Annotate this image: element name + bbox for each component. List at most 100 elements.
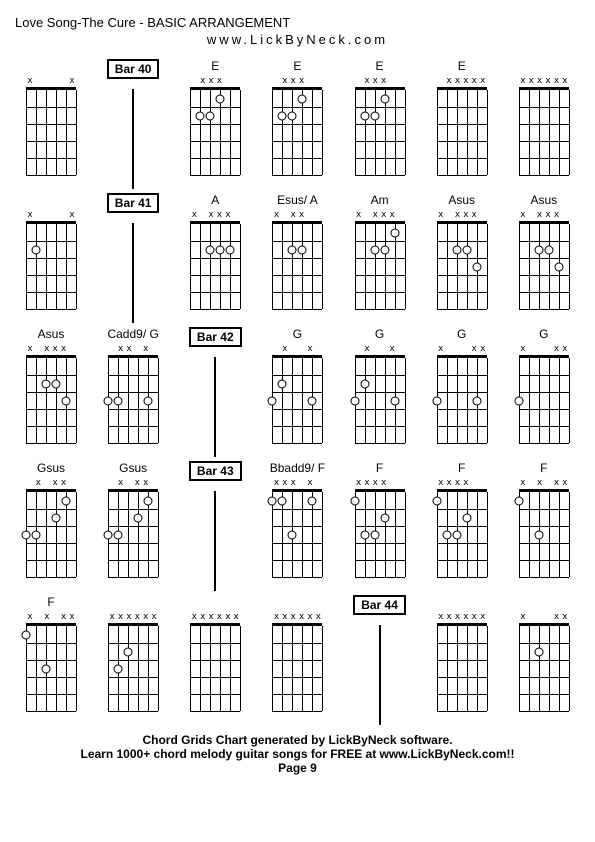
chord-diagram: xxxx [270,479,325,579]
string-annotations: xxx [108,479,158,488]
string-annotations: xx [355,345,405,354]
finger-dot [390,228,399,237]
chord-cell: xxxxxx [179,595,251,725]
finger-dot [452,530,461,539]
string-annotations: xxx [272,77,322,86]
chord-diagram: xxx [24,479,79,579]
fretboard [108,626,158,711]
finger-dot [206,245,215,254]
finger-dot [308,396,317,405]
chord-cell: xxxxxx [97,595,169,725]
chord-cell: Fxxxx [426,461,498,591]
chord-diagram: xxxx [516,211,571,311]
fretboard [355,90,405,175]
chord-diagram: xxxxx [434,77,489,177]
chord-cell: xx [15,59,87,189]
finger-dot [360,379,369,388]
chord-name: G [375,327,384,343]
finger-dot [544,245,553,254]
fretboard [272,626,322,711]
finger-dot [370,530,379,539]
finger-dot [432,396,441,405]
bar-divider [379,625,381,725]
chord-diagram: xxxx [188,211,243,311]
chord-cell: Gsusxxx [97,461,169,591]
bar-marker-cell: Bar 44 [344,595,416,725]
string-annotations: xxx [519,345,569,354]
fretboard [108,358,158,443]
finger-dot [278,111,287,120]
fretboard [108,492,158,577]
chord-cell: Gxxx [426,327,498,457]
chord-name: E [458,59,466,75]
finger-dot [534,647,543,656]
footer: Chord Grids Chart generated by LickByNec… [15,733,580,775]
finger-dot [298,94,307,103]
footer-page: Page 9 [15,761,580,775]
finger-dot [288,530,297,539]
bar-divider [132,223,134,323]
chord-cell: xxxxxx [261,595,333,725]
chord-name: Asus [448,193,475,209]
fretboard [437,626,487,711]
chord-diagram: xxxx [352,211,407,311]
finger-dot [554,262,563,271]
chord-name: Cadd9/ G [107,327,158,343]
finger-dot [288,245,297,254]
chord-diagram: xxx [270,77,325,177]
fretboard [437,358,487,443]
finger-dot [144,496,153,505]
finger-dot [442,530,451,539]
finger-dot [462,245,471,254]
finger-dot [288,111,297,120]
fretboard [272,224,322,309]
fretboard [519,626,569,711]
chord-grid: xxBar 40ExxxExxxExxxExxxxxxxxxxxxxBar 41… [15,59,580,725]
finger-dot [278,379,287,388]
finger-dot [278,496,287,505]
finger-dot [380,245,389,254]
finger-dot [52,379,61,388]
chord-name: F [47,595,54,611]
chord-name: Esus/ A [277,193,318,209]
chord-diagram: xxxx [434,479,489,579]
fretboard [26,224,76,309]
string-annotations: xxxx [190,211,240,220]
chord-diagram: xxx [516,613,571,713]
finger-dot [472,396,481,405]
chord-cell: Exxx [179,59,251,189]
fretboard [355,492,405,577]
bar-divider [132,89,134,189]
chord-cell: xx [15,193,87,323]
chord-diagram: xxxx [24,613,79,713]
finger-dot [42,379,51,388]
finger-dot [226,245,235,254]
chord-cell: Exxx [261,59,333,189]
chord-cell: Exxxxx [426,59,498,189]
string-annotations: xxx [437,345,487,354]
chord-diagram: xxxxxx [516,77,571,177]
string-annotations: xxx [26,479,76,488]
string-annotations: xxxx [519,211,569,220]
fretboard [355,358,405,443]
chord-diagram: xx [352,345,407,445]
chord-diagram: xxx [434,345,489,445]
string-annotations: xxxx [355,479,405,488]
chord-diagram: xxxxxx [188,613,243,713]
chord-cell: Asus xxxx [508,193,580,323]
chord-diagram: xx [24,77,79,177]
string-annotations: xxxxxx [519,77,569,86]
finger-dot [206,111,215,120]
chord-cell: Axxxx [179,193,251,323]
fretboard [272,492,322,577]
string-annotations: xxxx [26,613,76,622]
finger-dot [62,496,71,505]
string-annotations: xxxx [437,211,487,220]
string-annotations: xxxxx [437,77,487,86]
chord-cell: Asus xxxx [426,193,498,323]
finger-dot [114,396,123,405]
finger-dot [268,396,277,405]
string-annotations: xxxxxx [108,613,158,622]
string-annotations: xxx [519,613,569,622]
chord-name: Asus [531,193,558,209]
